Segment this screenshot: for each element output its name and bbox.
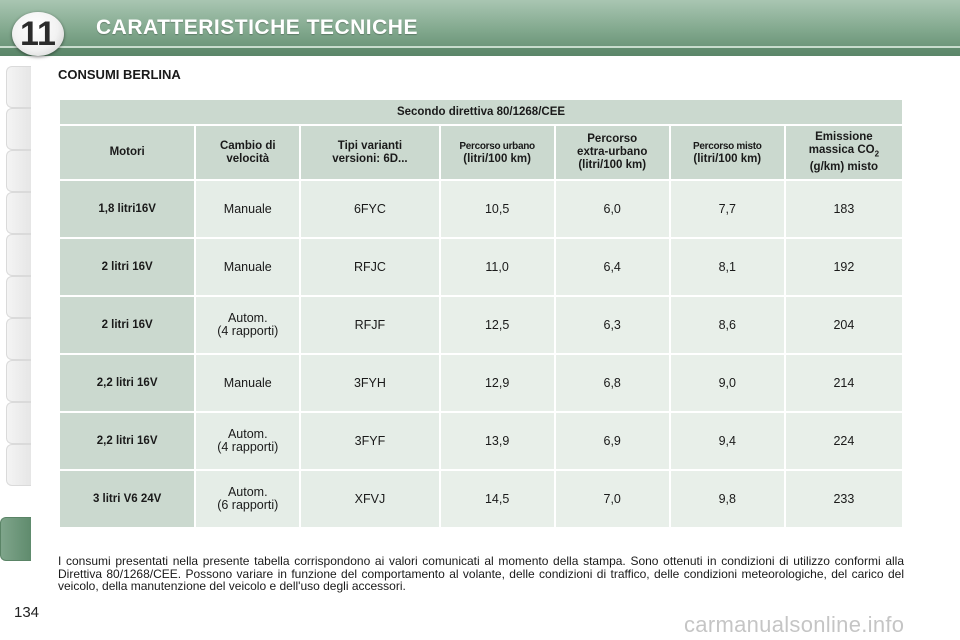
page-header: 11 CARATTERISTICHE TECNICHE — [0, 0, 960, 56]
motor-cell: 2,2 litri 16V — [60, 355, 195, 411]
variant-type-cell: XFVJ — [301, 471, 439, 527]
table-row: 2,2 litri 16V Autom. (4 rapporti) 3FYF 13,9 6… — [60, 413, 902, 469]
variant-type-cell: RFJF — [301, 297, 439, 353]
consumption-table: Secondo direttiva 80/1268/CEE Motori Cam… — [58, 98, 904, 529]
chapter-tab[interactable] — [6, 318, 31, 360]
co2-emission-cell: 183 — [785, 181, 902, 237]
co2-emission-cell: 224 — [785, 413, 902, 469]
urban-consumption-cell: 12,5 — [440, 297, 554, 353]
chapter-tab[interactable] — [6, 444, 31, 486]
transmission-cell: Autom. (6 rapporti) — [196, 471, 300, 527]
header-misto: Percorso misto (litri/100 km) — [670, 126, 784, 179]
mixed-consumption-cell: 9,8 — [670, 471, 784, 527]
extra-urban-consumption-cell: 6,4 — [555, 239, 669, 295]
variant-type-cell: 3FYH — [301, 355, 439, 411]
chapter-tab[interactable] — [6, 192, 31, 234]
transmission-cell: Autom. (4 rapporti) — [196, 413, 300, 469]
transmission-cell: Manuale — [196, 355, 300, 411]
motor-cell: 2 litri 16V — [60, 297, 195, 353]
urban-consumption-cell: 11,0 — [440, 239, 554, 295]
transmission-cell: Autom. (4 rapporti) — [196, 297, 300, 353]
table-row: 1,8 litri16V Manuale 6FYC 10,5 6,0 7,7 183 — [60, 181, 902, 237]
motor-cell: 2,2 litri 16V — [60, 413, 195, 469]
co2-emission-cell: 214 — [785, 355, 902, 411]
urban-consumption-cell: 10,5 — [440, 181, 554, 237]
extra-urban-consumption-cell: 6,3 — [555, 297, 669, 353]
variant-type-cell: 6FYC — [301, 181, 439, 237]
co2-emission-cell: 233 — [785, 471, 902, 527]
urban-consumption-cell: 12,9 — [440, 355, 554, 411]
chapter-tab[interactable] — [6, 108, 31, 150]
table-row: 2 litri 16V Autom. (4 rapporti) RFJF 12,5 6,3… — [60, 297, 902, 353]
table-row: 3 litri V6 24V Autom. (6 rapporti) XFVJ 14,5… — [60, 471, 902, 527]
chapter-tab[interactable] — [6, 402, 31, 444]
motor-cell: 2 litri 16V — [60, 239, 195, 295]
extra-urban-consumption-cell: 6,8 — [555, 355, 669, 411]
chapter-tab[interactable] — [6, 276, 31, 318]
footnote-text: I consumi presentati nella presente tabe… — [58, 554, 904, 593]
mixed-consumption-cell: 8,1 — [670, 239, 784, 295]
chapter-title: CARATTERISTICHE TECNICHE — [96, 16, 418, 39]
chapter-tab[interactable] — [6, 66, 31, 108]
mixed-consumption-cell: 9,4 — [670, 413, 784, 469]
header-tipi: Tipi varianti versioni: 6D... — [301, 126, 439, 179]
variant-type-cell: 3FYF — [301, 413, 439, 469]
mixed-consumption-cell: 9,0 — [670, 355, 784, 411]
watermark: carmanualsonline.info — [684, 612, 905, 637]
urban-consumption-cell: 14,5 — [440, 471, 554, 527]
header-motori: Motori — [60, 126, 195, 179]
mixed-consumption-cell: 7,7 — [670, 181, 784, 237]
transmission-cell: Manuale — [196, 181, 300, 237]
page-number: 134 — [14, 604, 40, 621]
transmission-cell: Manuale — [196, 239, 300, 295]
header-extra-urbano: Percorso extra-urbano (litri/100 km) — [555, 126, 669, 179]
header-cambio: Cambio di velocità — [196, 126, 300, 179]
table-caption: Secondo direttiva 80/1268/CEE — [60, 100, 902, 124]
table-row: 2 litri 16V Manuale RFJC 11,0 6,4 8,1 192 — [60, 239, 902, 295]
variant-type-cell: RFJC — [301, 239, 439, 295]
chapter-tab-strip — [0, 62, 31, 572]
co2-emission-cell: 192 — [785, 239, 902, 295]
chapter-tab[interactable] — [6, 150, 31, 192]
extra-urban-consumption-cell: 6,9 — [555, 413, 669, 469]
section-title: CONSUMI BERLINA — [58, 67, 181, 82]
motor-cell: 3 litri V6 24V — [60, 471, 195, 527]
table-row: 2,2 litri 16V Manuale 3FYH 12,9 6,8 9,0 214 — [60, 355, 902, 411]
motor-cell: 1,8 litri16V — [60, 181, 195, 237]
extra-urban-consumption-cell: 7,0 — [555, 471, 669, 527]
chapter-tab[interactable] — [6, 360, 31, 402]
chapter-tab-active[interactable] — [0, 517, 31, 561]
header-band — [0, 0, 960, 48]
header-emissione: Emissione massica CO2 (g/km) misto — [785, 126, 902, 179]
chapter-tab[interactable] — [6, 234, 31, 276]
mixed-consumption-cell: 8,6 — [670, 297, 784, 353]
co2-emission-cell: 204 — [785, 297, 902, 353]
table-header-row: Motori Cambio di velocità Tipi varianti ve… — [60, 126, 902, 179]
extra-urban-consumption-cell: 6,0 — [555, 181, 669, 237]
header-urbano: Percorso urbano (litri/100 km) — [440, 126, 554, 179]
urban-consumption-cell: 13,9 — [440, 413, 554, 469]
chapter-number-badge: 11 — [12, 12, 64, 56]
